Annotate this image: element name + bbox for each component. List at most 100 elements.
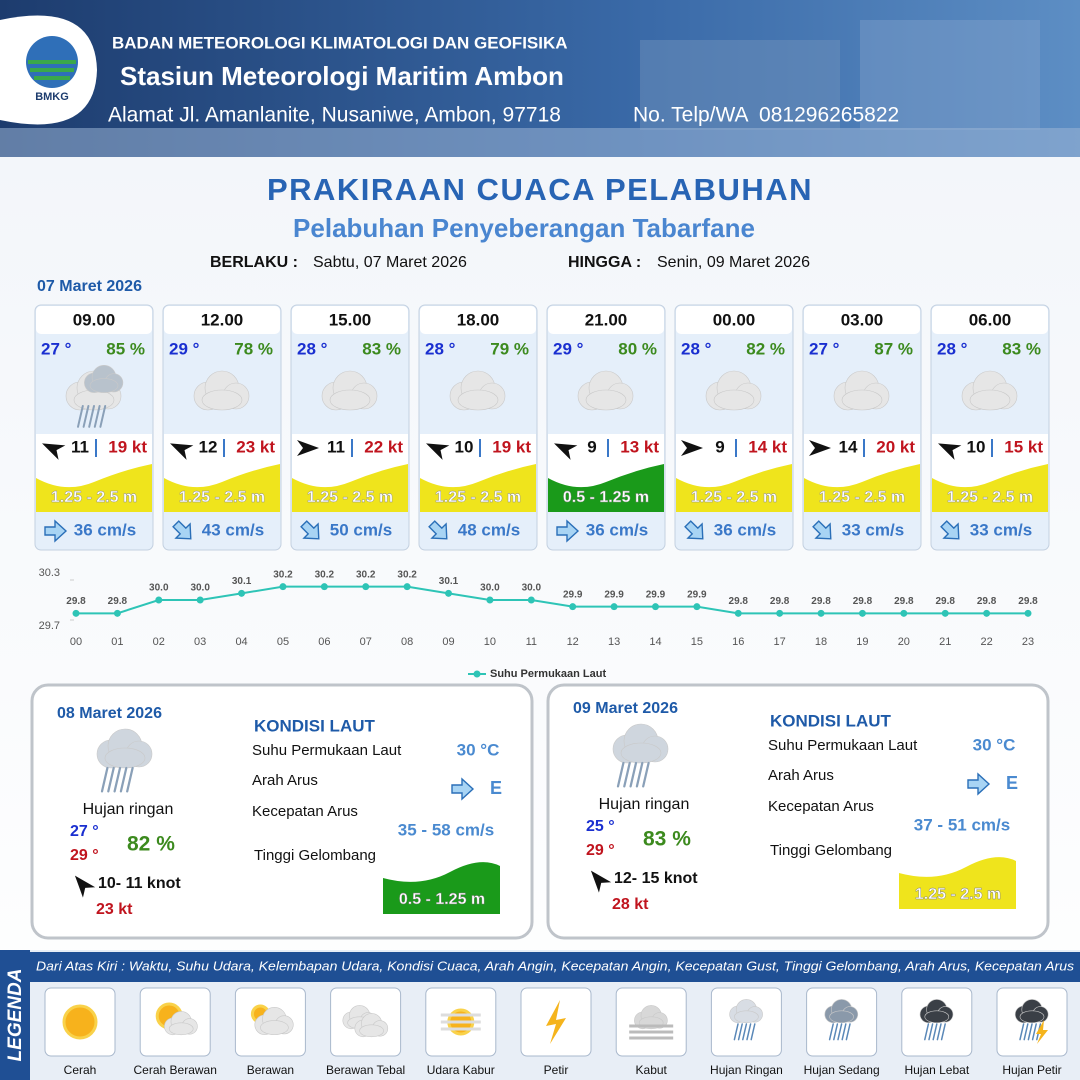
sst-point [279, 583, 287, 591]
rain-drop [1019, 1023, 1025, 1041]
sst-value-label: 29.8 [729, 596, 749, 607]
x-tick-label: 22 [980, 636, 992, 648]
current-arrow [812, 520, 832, 540]
header: BMKG BADAN METEOROLOGI KLIMATOLOGI DAN G… [0, 0, 1080, 157]
card-top [164, 306, 280, 334]
wind: 10- 11 knot [98, 875, 181, 892]
cloud-part [829, 1010, 854, 1024]
legend-item: Udara Kabur [427, 1063, 495, 1077]
humidity: 80 % [618, 339, 657, 358]
y-tick-label: 30.3 [39, 567, 60, 579]
cloud-icon [961, 370, 1018, 411]
wave [676, 464, 792, 512]
current-speed: 35 - 58 cm/s [398, 820, 494, 839]
temperature: 28 ° [681, 339, 712, 358]
legend-item: Cerah [64, 1063, 97, 1077]
cloud-part [89, 378, 119, 393]
sst-point [858, 609, 866, 617]
gust: 20 kt [876, 437, 915, 456]
rain-drop [100, 766, 109, 793]
rain-drop [841, 1023, 847, 1041]
rain-drop [623, 761, 631, 788]
wave-label: Tinggi Gelombang [770, 842, 892, 859]
temperature: 27 ° [809, 339, 840, 358]
wind: 12- 15 knot [614, 870, 698, 887]
current-arrow [451, 777, 475, 801]
current-speed: 36 cm/s [586, 520, 648, 539]
weather: Hujan ringan [83, 801, 174, 818]
wave [383, 862, 500, 914]
x-tick-label: 23 [1022, 636, 1034, 648]
cloud-part [969, 389, 1011, 411]
current-speed-label: Kecepatan Arus [768, 798, 874, 815]
wind-arrow [170, 443, 194, 460]
legend-strip [30, 952, 1080, 982]
cloud-part [1019, 1010, 1045, 1024]
wind-speed: 9 [587, 437, 596, 456]
logo-text: BMKG [35, 91, 69, 103]
rain-drop [845, 1023, 851, 1041]
x-tick-label: 04 [235, 636, 247, 648]
rain-drop [746, 1023, 752, 1041]
temperature: 29 ° [553, 339, 584, 358]
sst-value-label: 29.8 [811, 596, 831, 607]
current-arrow [684, 520, 704, 540]
legend-item: Cerah Berawan [134, 1063, 217, 1077]
wave-label: Tinggi Gelombang [254, 847, 376, 864]
time: 00.00 [713, 310, 756, 329]
sst-point [734, 609, 742, 617]
cloud-part [329, 389, 371, 411]
sst-value-label: 29.8 [1018, 596, 1038, 607]
cloud-icon [449, 370, 506, 411]
time: 09.00 [73, 310, 116, 329]
x-tick-label: 11 [526, 636, 537, 648]
gust: 19 kt [108, 437, 147, 456]
x-tick-label: 08 [401, 636, 413, 648]
sst-value-label: 29.8 [894, 596, 914, 607]
legend-title: LEGENDA [5, 969, 26, 1062]
wave [804, 464, 920, 512]
wind-arrow [74, 875, 96, 898]
phone: No. Telp/WA 081296265822 [633, 104, 899, 127]
wave: 1.25 - 2.5 m [915, 886, 1001, 903]
rain-drop [77, 405, 84, 428]
subtitle: Pelabuhan Penyeberangan Tabarfane [293, 213, 755, 243]
cloud-part [260, 1020, 289, 1035]
card-top [548, 306, 664, 334]
sst-value-label: 30.0 [480, 583, 500, 594]
rain-drop [642, 761, 650, 788]
current-speed: 36 cm/s [714, 520, 776, 539]
current-arrow [556, 519, 580, 543]
agency: BADAN METEOROLOGI KLIMATOLOGI DAN GEOFIS… [112, 33, 568, 52]
time: 12.00 [201, 310, 244, 329]
wind-speed: 9 [715, 437, 724, 456]
x-tick-label: 05 [277, 636, 289, 648]
temperature: 28 ° [297, 339, 328, 358]
legend-item: Hujan Sedang [804, 1063, 880, 1077]
current-dir: E [1006, 773, 1018, 793]
sst-point [1024, 609, 1032, 617]
x-tick-label: 13 [608, 636, 620, 648]
cloud-part [924, 1010, 950, 1024]
header-deco [640, 40, 840, 130]
humidity: 82 % [746, 339, 785, 358]
wind-arrow [554, 443, 578, 460]
sst-value-label: 29.9 [646, 589, 666, 600]
cloud-icon [612, 723, 669, 764]
cloud-icon [354, 1013, 389, 1038]
cloud-part [620, 742, 662, 764]
wave: 0.5 - 1.25 m [399, 891, 485, 908]
today-date: 07 Maret 2026 [37, 278, 142, 295]
humidity: 78 % [234, 339, 273, 358]
x-tick-label: 16 [732, 636, 744, 648]
sst-label: Suhu Permukaan Laut [768, 737, 918, 754]
wave-height: 1.25 - 2.5 m [435, 489, 521, 506]
rain-drop [1023, 1023, 1029, 1041]
sst-point [320, 583, 328, 591]
wave-height: 1.25 - 2.5 m [179, 489, 265, 506]
temperature: 28 ° [937, 339, 968, 358]
sun [62, 1004, 98, 1040]
legend-item: Berawan [247, 1063, 294, 1077]
cloud-icon [321, 370, 378, 411]
temperature: 27 ° [41, 339, 72, 358]
